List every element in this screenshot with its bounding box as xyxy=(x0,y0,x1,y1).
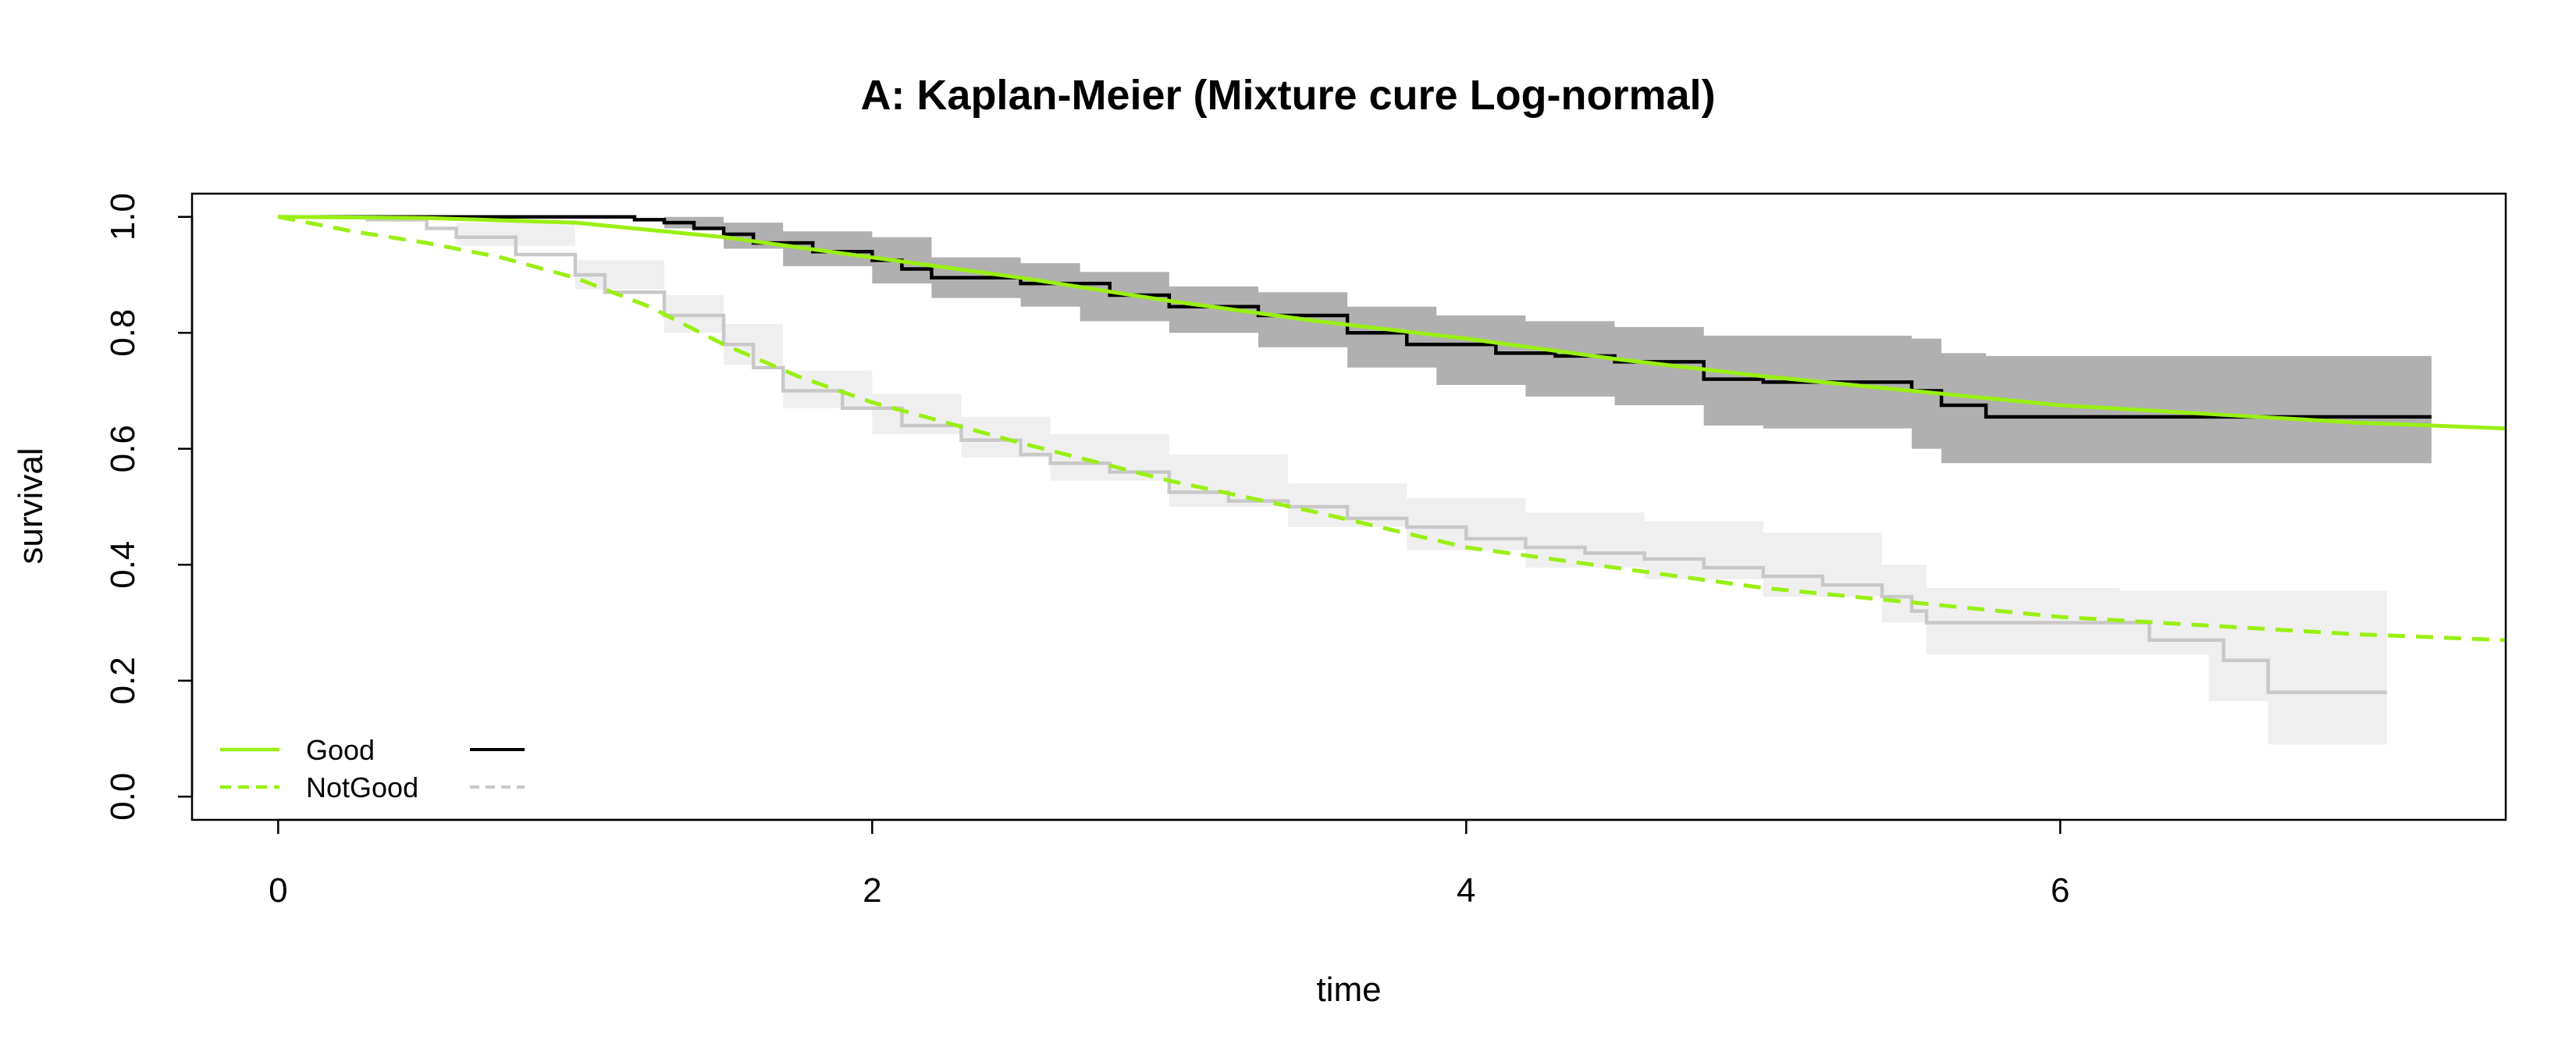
ci-band-good xyxy=(278,216,2432,464)
y-tick-label: 0.0 xyxy=(104,773,142,821)
y-axis-label: survival xyxy=(12,447,50,564)
confidence-bands xyxy=(278,216,2432,745)
x-tick-label: 6 xyxy=(2051,871,2069,910)
model-curve-notgood xyxy=(277,215,2507,643)
legend: Good NotGood xyxy=(220,734,525,803)
model-curve-good xyxy=(278,215,2507,431)
y-tick-label: 0.6 xyxy=(104,425,142,472)
y-axis: 0.0 0.2 0.4 0.6 0.8 1.0 xyxy=(104,193,194,821)
y-tick-label: 0.8 xyxy=(104,309,142,357)
x-axis-label: time xyxy=(1316,971,1381,1009)
survival-lines xyxy=(277,215,2507,694)
x-tick-label: 2 xyxy=(863,871,881,910)
legend-label: NotGood xyxy=(306,771,418,803)
x-axis: 0 2 4 6 xyxy=(269,818,2070,910)
km-line-good xyxy=(278,215,2432,419)
chart-title: A: Kaplan-Meier (Mixture cure Log-normal… xyxy=(860,72,1715,119)
y-tick-label: 1.0 xyxy=(104,193,142,240)
x-tick-label: 4 xyxy=(1457,871,1475,910)
y-tick-label: 0.2 xyxy=(104,657,142,704)
y-tick-label: 0.4 xyxy=(104,541,142,589)
x-tick-label: 0 xyxy=(269,871,287,910)
legend-label: Good xyxy=(306,734,375,766)
